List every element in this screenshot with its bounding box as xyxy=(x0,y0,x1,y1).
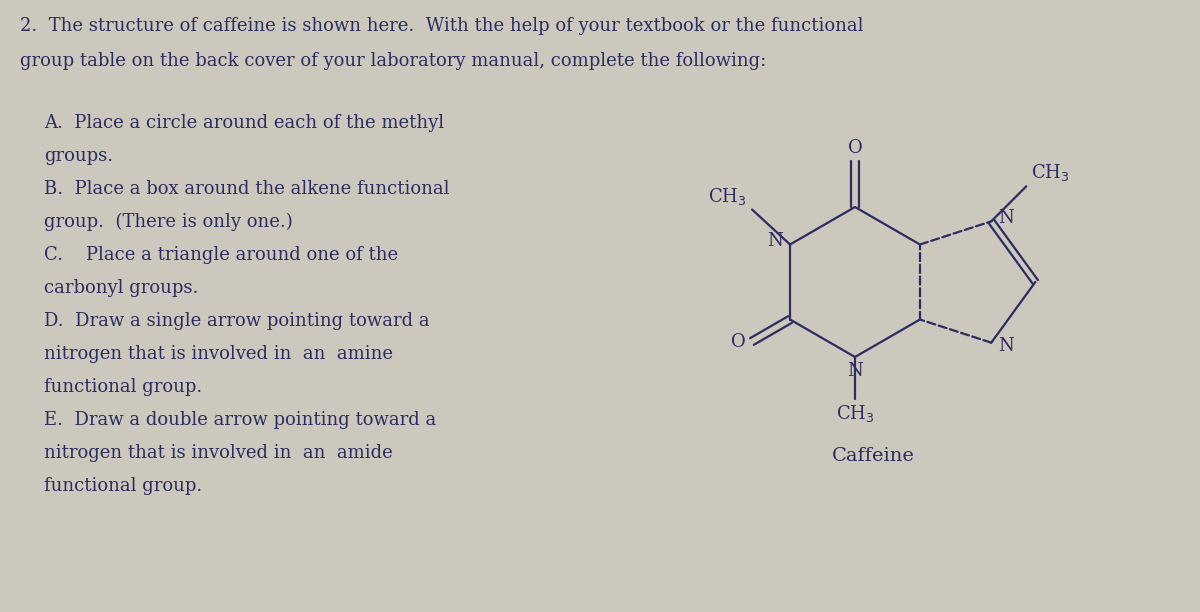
Text: functional group.: functional group. xyxy=(44,477,203,495)
Text: 2.  The structure of caffeine is shown here.  With the help of your textbook or : 2. The structure of caffeine is shown he… xyxy=(20,17,864,35)
Text: nitrogen that is involved in  an  amide: nitrogen that is involved in an amide xyxy=(44,444,392,462)
Text: N: N xyxy=(998,337,1014,355)
Text: N: N xyxy=(998,209,1014,227)
Text: functional group.: functional group. xyxy=(44,378,203,396)
Text: D.  Draw a single arrow pointing toward a: D. Draw a single arrow pointing toward a xyxy=(44,312,430,330)
Text: E.  Draw a double arrow pointing toward a: E. Draw a double arrow pointing toward a xyxy=(44,411,437,429)
Text: A.  Place a circle around each of the methyl: A. Place a circle around each of the met… xyxy=(44,114,444,132)
Text: CH$_3$: CH$_3$ xyxy=(835,403,875,424)
Text: group table on the back cover of your laboratory manual, complete the following:: group table on the back cover of your la… xyxy=(20,52,767,70)
Text: N: N xyxy=(767,231,784,250)
Text: C.    Place a triangle around one of the: C. Place a triangle around one of the xyxy=(44,246,398,264)
Text: O: O xyxy=(731,332,746,351)
Text: nitrogen that is involved in  an  amine: nitrogen that is involved in an amine xyxy=(44,345,394,363)
Text: group.  (There is only one.): group. (There is only one.) xyxy=(44,213,293,231)
Text: CH$_3$: CH$_3$ xyxy=(1031,162,1070,184)
Text: N: N xyxy=(847,362,863,380)
Text: B.  Place a box around the alkene functional: B. Place a box around the alkene functio… xyxy=(44,180,450,198)
Text: CH$_3$: CH$_3$ xyxy=(708,185,748,206)
Text: Caffeine: Caffeine xyxy=(832,447,914,465)
Text: O: O xyxy=(847,139,863,157)
Text: groups.: groups. xyxy=(44,147,113,165)
Text: carbonyl groups.: carbonyl groups. xyxy=(44,279,198,297)
